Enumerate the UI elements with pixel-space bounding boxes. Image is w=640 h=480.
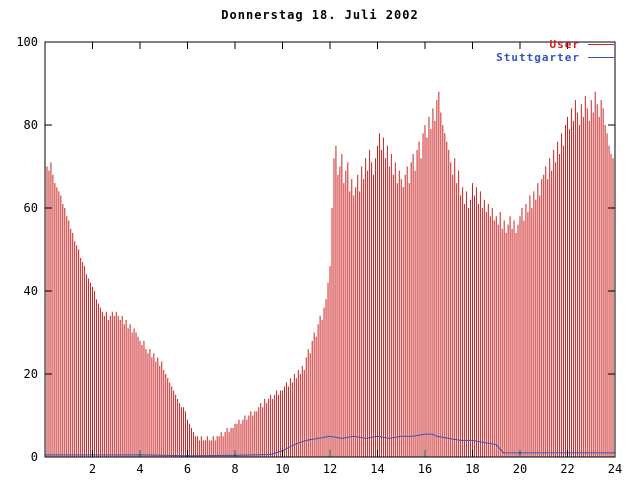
x-tick-label: 10 <box>275 462 289 476</box>
y-tick-label: 100 <box>16 35 38 49</box>
y-axis: 0 20 40 60 80 100 <box>16 35 615 464</box>
x-tick-label: 2 <box>89 462 96 476</box>
legend-line-sample-user <box>588 44 614 45</box>
x-axis: 2 4 6 8 10 12 14 16 18 20 22 24 <box>89 42 622 476</box>
legend-label-stuttgarter: Stuttgarter <box>496 51 580 64</box>
y-tick-label: 40 <box>24 284 38 298</box>
legend-item-user: User <box>496 38 614 51</box>
x-tick-label: 20 <box>513 462 527 476</box>
x-tick-label: 18 <box>465 462 479 476</box>
x-tick-label: 6 <box>184 462 191 476</box>
legend: User Stuttgarter <box>496 38 614 64</box>
legend-line-sample-stuttgarter <box>588 57 614 58</box>
series-stuttgarter <box>45 433 615 457</box>
x-tick-label: 12 <box>323 462 337 476</box>
x-tick-label: 22 <box>560 462 574 476</box>
x-tick-label: 8 <box>231 462 238 476</box>
x-tick-label: 16 <box>418 462 432 476</box>
y-tick-label: 20 <box>24 367 38 381</box>
y-tick-label: 80 <box>24 118 38 132</box>
chart-title: Donnerstag 18. Juli 2002 <box>221 8 419 22</box>
x-tick-label: 24 <box>608 462 622 476</box>
legend-item-stuttgarter: Stuttgarter <box>496 51 614 64</box>
y-tick-label: 60 <box>24 201 38 215</box>
x-tick-label: 4 <box>136 462 143 476</box>
x-tick-label: 14 <box>370 462 384 476</box>
y-tick-label: 0 <box>31 450 38 464</box>
legend-label-user: User <box>549 38 580 51</box>
series-user <box>44 91 614 457</box>
